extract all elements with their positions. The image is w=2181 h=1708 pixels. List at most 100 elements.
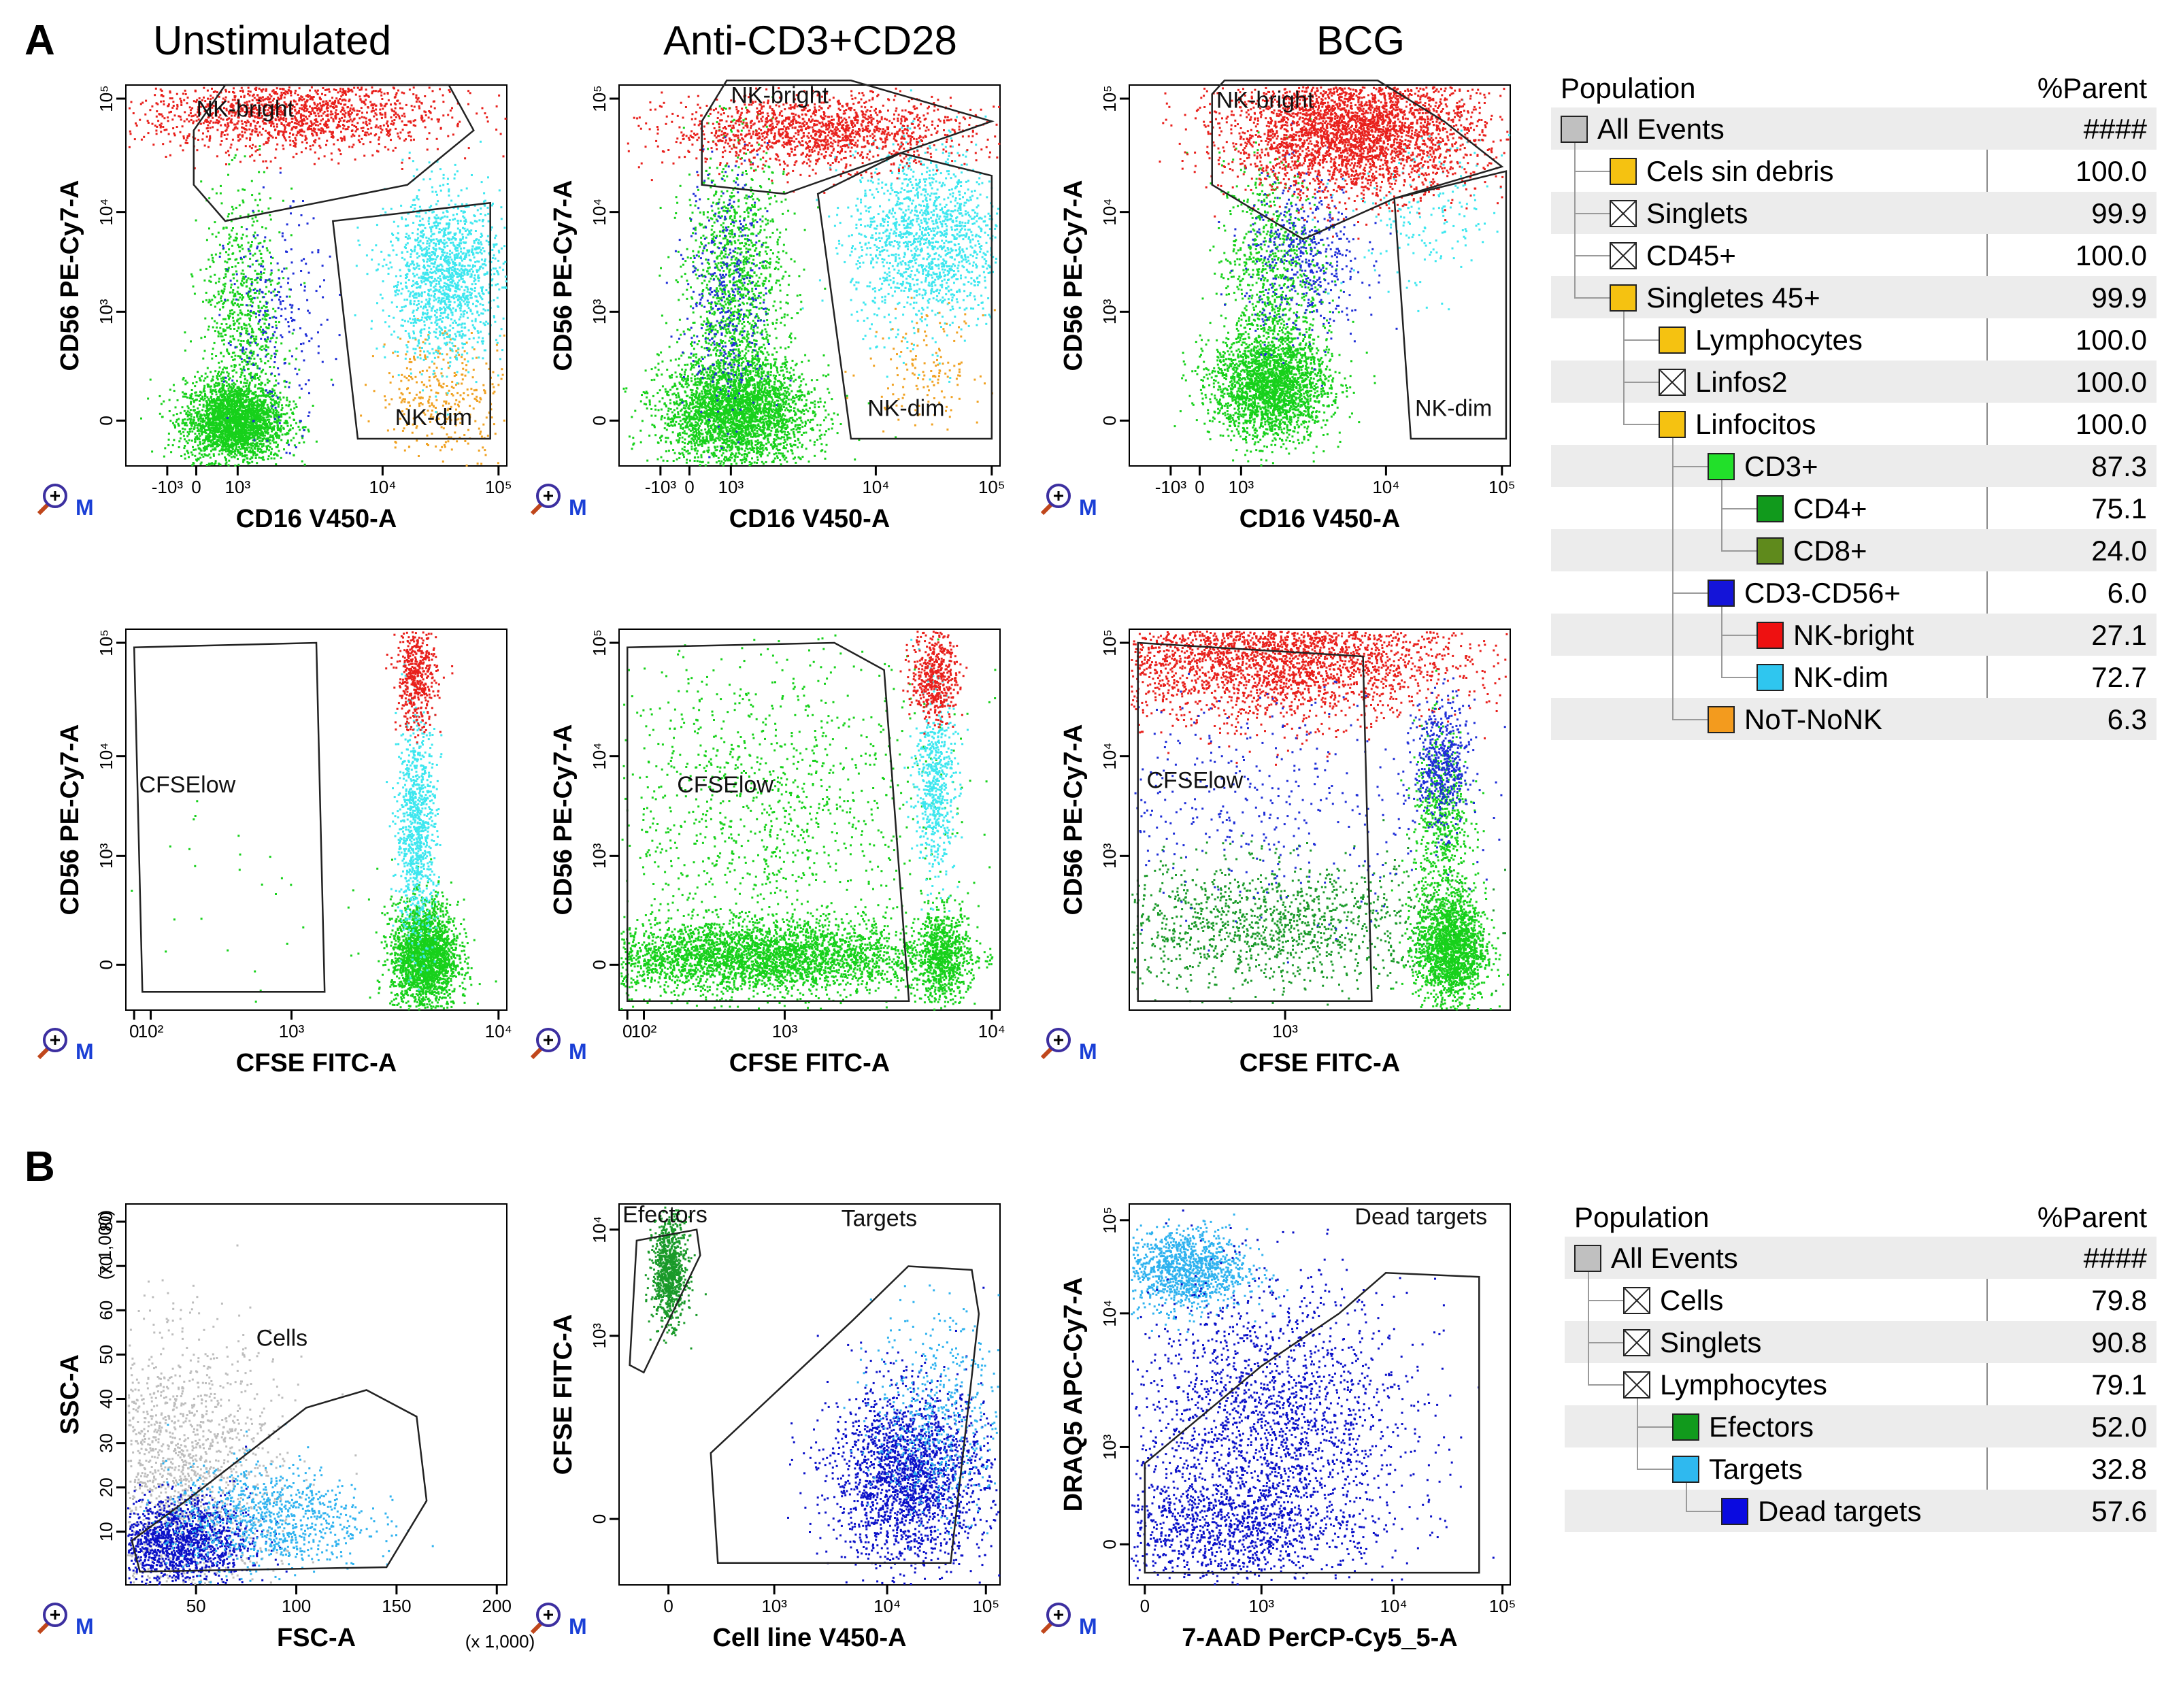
- event-dot: [465, 230, 467, 232]
- event-dot: [218, 408, 220, 411]
- event-dot: [474, 265, 476, 267]
- event-dot: [217, 231, 220, 234]
- event-dot: [273, 433, 276, 435]
- event-dot: [435, 407, 437, 409]
- event-dot: [203, 413, 205, 416]
- event-dot: [269, 357, 272, 360]
- event-dot: [412, 330, 415, 333]
- event-dot: [257, 305, 260, 307]
- event-dot: [275, 294, 278, 297]
- event-dot: [268, 396, 271, 399]
- event-dot: [192, 446, 194, 448]
- event-dot: [457, 252, 460, 255]
- event-dot: [210, 422, 212, 425]
- event-dot: [286, 250, 288, 253]
- event-dot: [249, 257, 252, 260]
- event-dot: [286, 412, 288, 415]
- event-dot: [270, 354, 273, 357]
- event-dot: [273, 295, 276, 297]
- event-dot: [244, 155, 246, 158]
- event-dot: [232, 420, 234, 422]
- event-dot: [278, 428, 280, 431]
- event-dot: [238, 431, 241, 434]
- event-dot: [463, 270, 465, 273]
- event-dot: [167, 433, 170, 435]
- event-dot: [235, 429, 237, 432]
- event-dot: [218, 397, 220, 399]
- event-dot: [262, 186, 265, 188]
- event-dot: [424, 247, 427, 250]
- event-dot: [254, 448, 256, 450]
- event-dot: [210, 441, 212, 444]
- event-dot: [237, 397, 239, 399]
- event-dot: [447, 258, 450, 261]
- event-dot: [241, 447, 244, 450]
- event-dot: [194, 424, 197, 426]
- event-dot: [270, 291, 273, 294]
- event-dot: [242, 284, 244, 287]
- event-dot: [231, 387, 234, 390]
- event-dot: [437, 270, 439, 273]
- event-dot: [274, 392, 276, 395]
- event-dot: [238, 305, 241, 308]
- event-dot: [203, 446, 206, 448]
- event-dot: [270, 269, 273, 272]
- event-dot: [386, 429, 389, 432]
- event-dot: [238, 400, 241, 403]
- event-dot: [273, 416, 276, 419]
- event-dot: [417, 307, 420, 309]
- event-dot: [472, 252, 475, 254]
- event-dot: [409, 404, 411, 407]
- event-dot: [252, 391, 254, 394]
- event-dot: [406, 350, 409, 353]
- event-dot: [177, 422, 180, 425]
- event-dot: [264, 309, 267, 312]
- event-dot: [218, 426, 221, 429]
- event-dot: [371, 320, 373, 322]
- event-dot: [250, 422, 252, 425]
- event-dot: [224, 367, 227, 369]
- event-dot: [216, 442, 219, 445]
- event-dot: [233, 414, 235, 417]
- event-dot: [453, 282, 456, 285]
- event-dot: [232, 390, 235, 393]
- event-dot: [235, 411, 237, 414]
- event-dot: [222, 244, 224, 247]
- event-dot: [256, 281, 259, 284]
- event-dot: [429, 178, 431, 180]
- event-dot: [209, 386, 212, 388]
- event-dot: [274, 384, 277, 386]
- event-dot: [235, 392, 238, 395]
- event-dot: [224, 414, 227, 416]
- event-dot: [262, 432, 265, 435]
- event-dot: [479, 303, 482, 305]
- event-dot: [287, 282, 289, 284]
- event-dot: [212, 295, 215, 297]
- event-dot: [242, 418, 244, 421]
- event-dot: [290, 439, 293, 441]
- event-dot: [432, 246, 435, 249]
- event-dot: [434, 321, 437, 324]
- event-dot: [239, 349, 242, 352]
- event-dot: [233, 396, 235, 399]
- event-dot: [303, 289, 306, 292]
- event-dot: [233, 432, 236, 435]
- event-dot: [468, 254, 471, 256]
- event-dot: [481, 234, 484, 237]
- event-dot: [452, 214, 455, 216]
- event-dot: [300, 343, 302, 346]
- event-dot: [432, 305, 435, 308]
- event-dot: [257, 395, 260, 397]
- event-dot: [239, 413, 242, 416]
- event-dot: [262, 444, 265, 447]
- event-dot: [244, 412, 247, 414]
- event-dot: [429, 239, 432, 241]
- event-dot: [224, 437, 227, 440]
- event-dot: [246, 444, 249, 447]
- event-dot: [224, 418, 227, 421]
- event-dot: [259, 145, 261, 148]
- event-dot: [286, 422, 289, 424]
- event-dot: [202, 405, 205, 408]
- event-dot: [474, 420, 477, 422]
- event-dot: [286, 399, 288, 401]
